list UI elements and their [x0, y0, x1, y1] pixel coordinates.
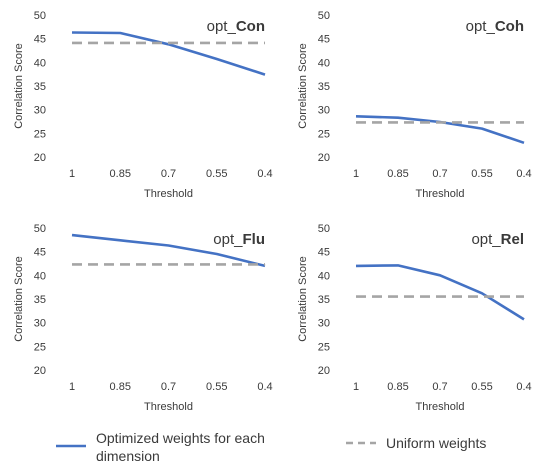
x-tick-label: 0.55: [471, 168, 492, 180]
y-tick-label: 30: [318, 318, 330, 330]
series-line-optimized: [71, 31, 266, 76]
y-tick-label: 45: [34, 34, 46, 46]
y-tick-label: 50: [318, 10, 330, 22]
y-tick-label: 40: [34, 270, 46, 282]
legend-label-optimized-line1: Optimized weights for each: [96, 430, 265, 446]
x-tick-label: 1: [353, 381, 359, 393]
series-line-optimized: [71, 233, 266, 268]
y-tick-label: 30: [34, 105, 46, 117]
y-tick-label: 50: [34, 223, 46, 235]
y-tick-label: 35: [318, 81, 330, 93]
x-tick-label: 0.55: [471, 381, 492, 393]
x-tick-label: 1: [353, 168, 359, 180]
x-axis-title: Threshold: [416, 188, 465, 200]
x-tick-label: 0.55: [206, 168, 227, 180]
y-axis-title: Correlation Score: [297, 43, 309, 129]
panel-title-prefix: opt_: [471, 231, 501, 248]
y-tick-label: 45: [318, 34, 330, 46]
x-tick-label: 0.85: [387, 168, 408, 180]
y-tick-label: 25: [34, 341, 46, 353]
chart-panel-coh: 20 25 30 35 40 45 50 1 0.85 0.7 0.55 0.4 Threshold Co…: [297, 10, 532, 200]
panel-title-emphasis: Rel: [501, 231, 524, 248]
x-tick-label: 0.55: [206, 381, 227, 393]
y-tick-label: 35: [318, 294, 330, 306]
series-line-optimized: [355, 264, 525, 321]
y-tick-label: 30: [318, 105, 330, 117]
x-tick-label: 0.7: [161, 381, 176, 393]
x-axis-title: Threshold: [416, 401, 465, 413]
y-axis-title: Correlation Score: [297, 256, 309, 342]
x-tick-label: 1: [69, 381, 75, 393]
y-axis-title: Correlation Score: [13, 43, 25, 129]
x-tick-label: 0.85: [387, 381, 408, 393]
y-tick-label: 35: [34, 294, 46, 306]
legend-label-optimized-line2: dimension: [96, 448, 160, 462]
panel-title-emphasis: Flu: [243, 231, 266, 248]
y-tick-label: 20: [34, 365, 46, 377]
y-tick-label: 25: [34, 128, 46, 140]
chart-panel-rel: 20 25 30 35 40 45 50 1 0.85 0.7 0.55 0.4 Threshold Co…: [297, 223, 532, 413]
y-tick-label: 45: [318, 247, 330, 259]
panel-title-emphasis: Con: [236, 18, 265, 35]
x-tick-label: 0.4: [257, 168, 272, 180]
y-tick-label: 20: [34, 152, 46, 164]
panel-title: opt_Flu: [213, 231, 265, 248]
panel-title-prefix: opt_: [213, 231, 243, 248]
x-tick-label: 0.4: [516, 168, 531, 180]
chart-panels: 20 25 30 35 40 45 50 1 0.85 0.7 0.55 0.4 Threshold Co…: [13, 10, 532, 413]
x-tick-label: 0.7: [432, 168, 447, 180]
panel-title: opt_Coh: [466, 18, 524, 35]
panel-title-prefix: opt_: [207, 18, 237, 35]
y-tick-label: 40: [318, 270, 330, 282]
y-tick-label: 20: [318, 152, 330, 164]
y-tick-label: 35: [34, 81, 46, 93]
x-tick-label: 0.85: [110, 381, 131, 393]
y-tick-label: 50: [318, 223, 330, 235]
x-tick-label: 1: [69, 168, 75, 180]
panel-title: opt_Con: [207, 18, 265, 35]
y-axis-title: Correlation Score: [13, 256, 25, 342]
series-line-optimized: [355, 115, 525, 145]
x-tick-label: 0.7: [161, 168, 176, 180]
x-tick-label: 0.4: [516, 381, 531, 393]
x-tick-label: 0.7: [432, 381, 447, 393]
y-tick-label: 20: [318, 365, 330, 377]
chart-panel-flu: 20 25 30 35 40 45 50 1 0.85 0.7 0.55 0.4 Threshold Co…: [13, 223, 273, 413]
x-tick-label: 0.4: [257, 381, 272, 393]
legend-label-uniform: Uniform weights: [386, 435, 486, 451]
y-tick-label: 30: [34, 318, 46, 330]
x-axis-title: Threshold: [144, 188, 193, 200]
y-tick-label: 25: [318, 128, 330, 140]
y-tick-label: 25: [318, 341, 330, 353]
panel-title-prefix: opt_: [466, 18, 496, 35]
y-tick-label: 40: [318, 57, 330, 69]
y-tick-label: 50: [34, 10, 46, 22]
chart-panel-con: 20 25 30 35 40 45 50 1 0.85 0.7 0.55 0.4 Threshold Co…: [13, 10, 273, 200]
x-tick-label: 0.85: [110, 168, 131, 180]
y-tick-label: 40: [34, 57, 46, 69]
legend: Optimized weights for each dimension Uni…: [56, 430, 486, 462]
panel-title-emphasis: Coh: [495, 18, 524, 35]
x-axis-title: Threshold: [144, 401, 193, 413]
panel-title: opt_Rel: [471, 231, 524, 248]
y-tick-label: 45: [34, 247, 46, 259]
